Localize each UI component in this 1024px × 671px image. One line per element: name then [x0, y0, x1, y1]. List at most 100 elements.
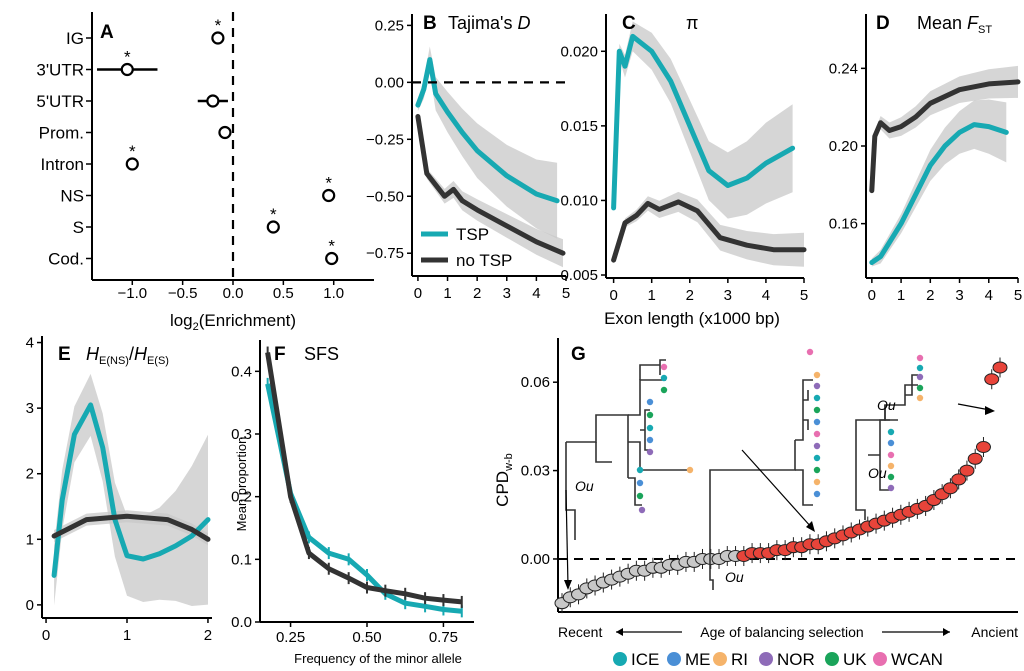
- population-legend-label: ICE: [631, 650, 659, 669]
- panel-g-tree-1-tip: [636, 492, 644, 500]
- panel-d-title-part: F: [967, 13, 979, 33]
- panel-g-tree-2-tip: [813, 406, 821, 414]
- panel-d-x-tick-label: 5: [1014, 287, 1022, 304]
- panel-b-y-tick-label: −0.75: [366, 245, 404, 262]
- panel-g-tree-2-tip: [813, 466, 821, 474]
- panel-e-y-tick-label: 3: [26, 400, 34, 417]
- panel-a-x-tick-label: 0.5: [273, 285, 294, 302]
- panel-d-x-tick-label: 3: [955, 287, 963, 304]
- panel-e-y-tick-label: 4: [26, 335, 34, 352]
- population-legend-dot: [873, 652, 887, 666]
- panel-g-pointer-1: [565, 489, 569, 587]
- panel-a-star: *: [129, 142, 136, 161]
- panel-a-x-label: log2(Enrichment): [170, 311, 296, 333]
- panel-e-y-tick-label: 0: [26, 597, 34, 614]
- panel-g-tree-2-branch: [709, 510, 714, 590]
- panel-a-category-label: NS: [60, 187, 84, 206]
- panel-g-tree-3-tip: [916, 373, 924, 381]
- panel-g-tree-1-branch: [628, 441, 690, 471]
- panel-g-pointer-3-head: [985, 406, 995, 415]
- panel-g-y-tick-label: 0.00: [521, 551, 550, 568]
- panel-g-tree-1-tip: [646, 448, 654, 456]
- panel-c-y-tick-label: 0.020: [560, 43, 598, 60]
- panel-a-star: *: [270, 205, 277, 224]
- panel-e-title: HE(NS)/HE(S): [86, 344, 169, 367]
- panel-g-tree-2-tip: [813, 430, 821, 438]
- population-legend-label: UK: [843, 650, 867, 669]
- panel-g-recent-label: Recent: [558, 624, 602, 640]
- panel-a-point: [266, 220, 280, 234]
- panel-a-category-label: Cod.: [48, 250, 84, 269]
- panel-a-category-label: S: [73, 218, 84, 237]
- panel-g-tree-1-tip: [646, 436, 654, 444]
- panel-c-band: [613, 191, 804, 267]
- panel-b-line: [415, 57, 560, 204]
- panel-b-x-tick-label: 3: [503, 285, 511, 302]
- panel-g-y-label-part: CPD: [493, 471, 512, 507]
- panel-c-title: π: [686, 13, 698, 33]
- panel-e-title-part: E(NS): [99, 355, 129, 367]
- population-legend-dot: [613, 652, 627, 666]
- panel-g-tree-3-outgroup-label: Ou: [868, 465, 887, 481]
- panel-g-tree-1-branch: [566, 414, 629, 478]
- panel-g-pointer-2-head: [806, 521, 815, 532]
- panel-g-letter: G: [571, 344, 586, 365]
- panel-g-pointer-1-head: [564, 580, 572, 590]
- panel-g-tree-2-tip: [813, 490, 821, 498]
- panel-a-x-tick-label: −1.0: [117, 285, 147, 302]
- panel-a-category-label: IG: [66, 29, 84, 48]
- panel-g-tree-1-branch: [628, 477, 642, 506]
- panel-f-y-tick-label: 0.0: [231, 614, 252, 631]
- panel-f-y-tick-label: 0.2: [231, 489, 252, 506]
- population-legend-label: ME: [685, 650, 711, 669]
- panel-d-x-tick-label: 2: [926, 287, 934, 304]
- panel-g-axis-text: Age of balancing selection: [700, 624, 863, 640]
- panel-a-point: [325, 251, 339, 266]
- panel-b-y-tick-label: −0.25: [366, 131, 404, 148]
- panel-f-x-label: Frequency of the minor allele: [294, 651, 462, 666]
- panel-d-y-tick-label: 0.16: [829, 216, 858, 233]
- panel-g-y-label: CPDw-b: [493, 453, 515, 507]
- panel-g-tree-1-tip: [660, 374, 668, 382]
- panel-e-x-tick-label: 2: [204, 627, 212, 644]
- panel-a-category-label: 3'UTR: [36, 61, 84, 80]
- population-legend-dot: [825, 652, 839, 666]
- panel-b-y-tick-label: 0.25: [375, 17, 404, 34]
- panel-g-tree-1-tip: [646, 398, 654, 406]
- panel-g-point: [942, 482, 958, 495]
- panel-g-tree-1-branch: [639, 359, 666, 380]
- panel-g-tree-1-outgroup-label: Ou: [575, 478, 594, 494]
- panel-e-title-part: H: [86, 344, 100, 364]
- panel-e-letter: E: [58, 344, 71, 365]
- panel-a-x-tick-label: −0.5: [168, 285, 198, 302]
- panel-g-arrow-left-head: [616, 628, 623, 636]
- panel-c-x-label: Exon length (x1000 bp): [604, 309, 780, 328]
- legend-label: no TSP: [456, 251, 512, 270]
- panel-d-y-tick-label: 0.20: [829, 138, 858, 155]
- panel-a-point: [120, 62, 134, 77]
- panel-g-pointer-3: [957, 403, 991, 411]
- panel-g-tree-2-branch: [795, 379, 813, 506]
- panel-b-x-tick-label: 0: [414, 285, 422, 302]
- panel-g-tree-3-tip: [887, 484, 895, 492]
- panel-g-tree-2-tip: [813, 454, 821, 462]
- panel-b-title: Tajima's D: [448, 13, 530, 33]
- panel-g-tree-2-branch: [803, 390, 809, 430]
- panel-c-y-tick-label: 0.005: [560, 267, 598, 284]
- panel-a-star: *: [325, 174, 332, 193]
- panel-f-x-tick-label: 0.25: [276, 629, 305, 646]
- population-legend-dot: [667, 652, 681, 666]
- panel-c-line: [611, 199, 807, 263]
- panel-d-band: [871, 99, 1007, 267]
- panel-e-title-part: E(S): [147, 355, 169, 367]
- panel-d-x-tick-label: 1: [897, 287, 905, 304]
- panel-c-x-tick-label: 2: [686, 287, 694, 304]
- panel-f-y-tick-label: 0.1: [231, 551, 252, 568]
- panel-g-pointer-2: [741, 449, 813, 529]
- panel-b-x-tick-label: 2: [473, 285, 481, 302]
- panel-f-title: SFS: [304, 344, 339, 364]
- panel-g-point: [959, 464, 975, 477]
- panel-b-band: [417, 46, 558, 239]
- panel-a-x-tick-label: 1.0: [323, 285, 344, 302]
- panel-g-point: [967, 452, 983, 465]
